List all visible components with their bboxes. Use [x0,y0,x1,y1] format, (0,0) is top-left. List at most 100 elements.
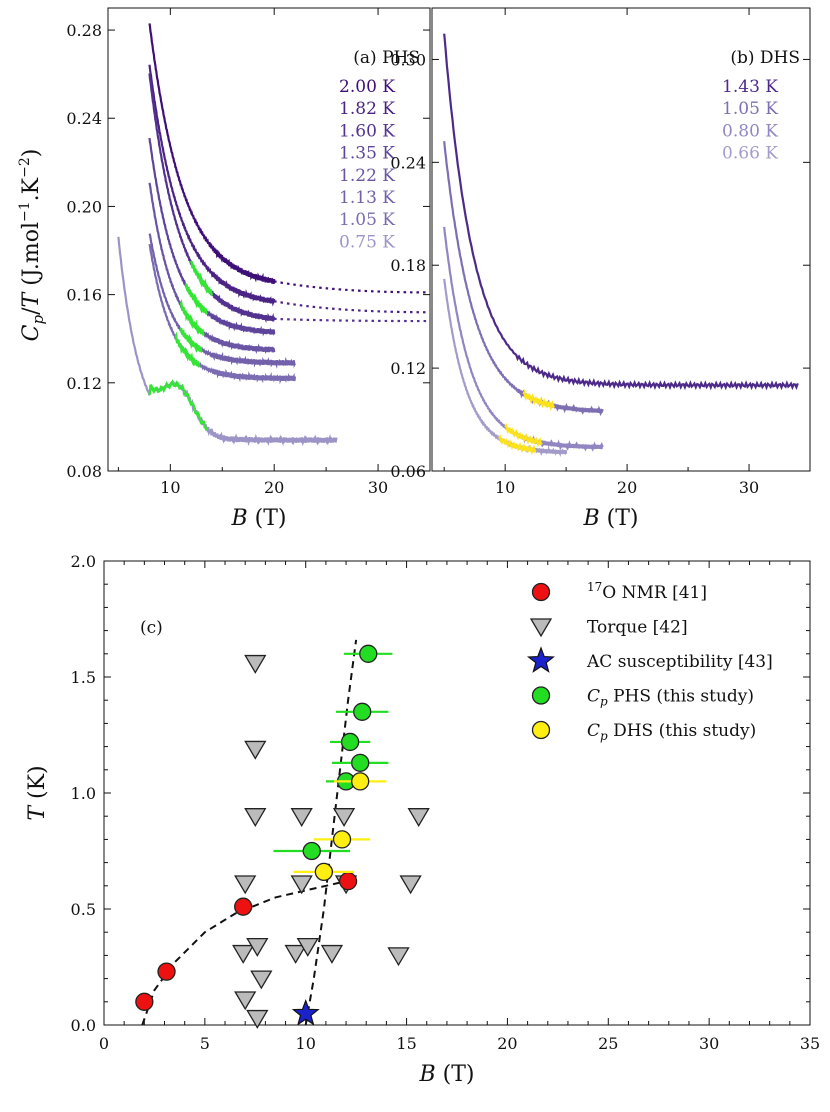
legend-marker [531,686,551,705]
y-tick-label: 0.08 [66,462,102,481]
cp-phs-marker [351,753,370,772]
x-axis-symbol: B [230,506,247,531]
x-axis-symbol: B [582,506,599,531]
series-line [148,23,276,284]
x-tick-label: 10 [160,478,180,497]
y-tick-label: 0.0 [71,1016,96,1035]
series-line [148,73,276,324]
cp-dhs-marker [314,862,334,882]
panel-c-frame [103,560,811,1026]
nmr-marker [234,897,253,916]
legend-label-text: Torque [42] [587,618,688,638]
series-label: 1.05 K [722,99,778,119]
y-tick-label: 0.30 [390,50,426,69]
series-label: 1.82 K [339,99,395,119]
series-line [117,236,338,447]
y-tick-label: 0.28 [66,21,102,40]
y-axis-label-part: p [29,315,47,325]
y-axis-label-part: C [19,324,44,341]
ac-susceptibility-marker [291,998,320,1026]
y-tick-label: 0.24 [390,153,426,172]
torque-marker [284,944,307,964]
series-label: 1.43 K [722,77,778,97]
y-tick-label: 0.24 [66,109,102,128]
series-label: 1.05 K [339,210,395,230]
x-tick-label: 25 [598,1034,618,1053]
legend-marker [526,646,556,673]
y-axis-label-part: −1 [17,201,33,222]
panel-a-frame [107,7,431,472]
series-line [443,141,604,417]
torque-marker [246,937,269,957]
legend-label-text: PHS (this study) [608,687,754,707]
cp-phs-marker [353,702,372,721]
x-tick-label: 20 [617,478,637,497]
series-extrapolation [273,280,431,294]
series-label: 1.22 K [339,166,395,186]
cp-phs-marker [340,732,360,752]
series-line [148,182,276,354]
x-tick-label: 20 [497,1034,517,1053]
x-tick-label: 30 [368,478,388,497]
y-tick-label: 0.12 [66,374,102,393]
legend-label-text: AC susceptibility [43] [586,652,773,672]
torque-marker [234,875,257,895]
series-label: 1.13 K [339,188,395,208]
transition-highlight [498,434,537,456]
panel-c: 0 5 10 15 20 25 30 350.00.51.01.52.0B (T)T (K)(… [25,552,820,1087]
y-tick-label: 1.5 [71,668,96,687]
torque-marker [290,875,313,895]
y-axis-label-part: (J.mol [19,222,44,293]
legend-label-sub: p [600,695,608,709]
nmr-marker [135,992,154,1011]
y-tick-label: 0.20 [66,197,102,216]
x-tick-label: 30 [739,478,759,497]
x-axis-unit: (T) [436,1062,475,1087]
transition-highlight [504,423,543,448]
legend-label-italic: C [587,721,600,741]
torque-marker [250,970,273,990]
series-line [148,233,296,369]
torque-marker [387,947,410,967]
x-axis-label: B (T) [418,1062,474,1087]
series-label: 0.75 K [339,232,395,252]
series-line [148,64,276,307]
torque-marker [244,654,267,674]
panel-b-frame [431,7,811,472]
torque-marker [332,808,356,827]
torque-marker [246,1009,269,1029]
legend-label-text: O NMR [41] [602,583,707,603]
x-axis-label: B (T) [230,506,286,531]
transition-highlight [184,283,208,315]
series-extrapolation [274,317,431,323]
fit-line-nmr [141,880,347,1026]
y-axis-label-part: T [19,290,44,307]
legend-label-italic: C [587,687,600,707]
series-label: 1.35 K [339,144,395,164]
cp-phs-marker [302,841,321,861]
torque-marker [244,808,267,827]
fit-line-cp [304,639,358,1026]
x-axis-label: B (T) [582,506,638,531]
x-tick-label: 20 [264,478,284,497]
x-axis-unit: (T) [248,506,287,531]
x-tick-label: 10 [296,1034,316,1053]
series-line [443,33,799,391]
transition-highlight [179,327,203,353]
x-tick-label: 5 [200,1034,210,1053]
cp-dhs-marker [351,772,370,791]
torque-marker [232,944,255,964]
y-tick-label: 1.0 [71,784,96,803]
legend-label: 17O NMR [41] [587,580,707,603]
legend-marker [529,618,553,638]
panel-label: (c) [140,618,163,638]
torque-marker [290,808,313,827]
panel-label: (b) DHS [730,48,800,68]
legend-label: AC susceptibility [43] [586,652,773,672]
legend-label: Torque [42] [587,618,688,638]
y-tick-label: 2.0 [71,552,96,571]
cp-phs-marker [359,644,378,663]
y-axis-label: Cp/T (J.mol−1.K−2) [17,149,47,342]
torque-marker [296,937,319,957]
